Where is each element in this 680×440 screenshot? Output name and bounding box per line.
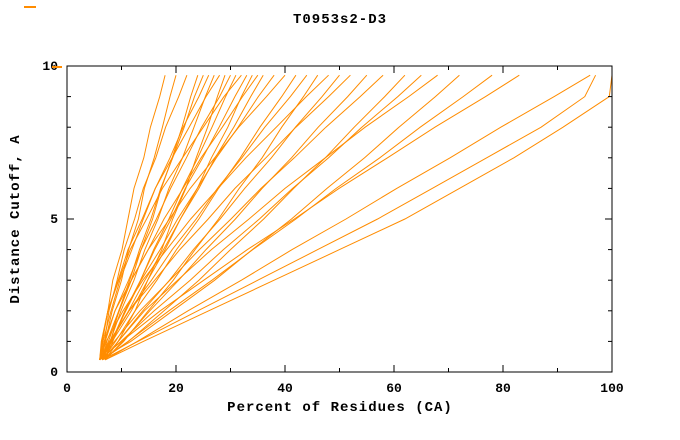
model-curve: [104, 75, 204, 360]
model-curve: [99, 74, 520, 361]
stray-orange-mark: [52, 66, 62, 68]
model-curve: [99, 74, 351, 361]
model-curve: [102, 74, 493, 361]
tick-label: 40: [277, 381, 293, 396]
model-curve: [99, 74, 329, 360]
chart-title: T0953s2-D3: [292, 12, 387, 28]
model-curve: [102, 74, 406, 361]
tick-label: 0: [63, 381, 71, 396]
x-axis-label: Percent of Residues (CA): [227, 400, 453, 416]
model-curve: [99, 75, 199, 361]
stray-orange-mark: [24, 6, 36, 8]
model-curve: [99, 74, 242, 360]
model-curve: [102, 74, 340, 361]
tick-label: 60: [386, 381, 402, 396]
model-curve: [104, 74, 591, 361]
model-curve: [99, 74, 210, 360]
tick-label: 20: [168, 381, 184, 396]
model-curve: [104, 74, 248, 360]
model-curve: [102, 74, 597, 361]
tick-label: 80: [495, 381, 511, 396]
model-curve: [101, 74, 297, 361]
model-curve: [104, 74, 319, 361]
model-curve: [104, 74, 368, 361]
model-curve: [101, 74, 259, 360]
model-curve: [104, 74, 438, 361]
model-curve: [99, 74, 422, 361]
model-curve: [104, 75, 613, 361]
tick-label: 10: [42, 59, 58, 74]
model-curve: [99, 74, 264, 361]
tick-label: 5: [50, 212, 58, 227]
model-curve: [99, 74, 460, 361]
model-curve: [104, 74, 275, 360]
tick-label: 100: [600, 381, 624, 396]
model-curve: [99, 74, 384, 361]
model-curve: [101, 75, 188, 360]
model-curve: [99, 74, 286, 360]
tick-label: 0: [50, 365, 58, 380]
model-curve: [99, 75, 177, 360]
model-curve: [104, 75, 226, 361]
